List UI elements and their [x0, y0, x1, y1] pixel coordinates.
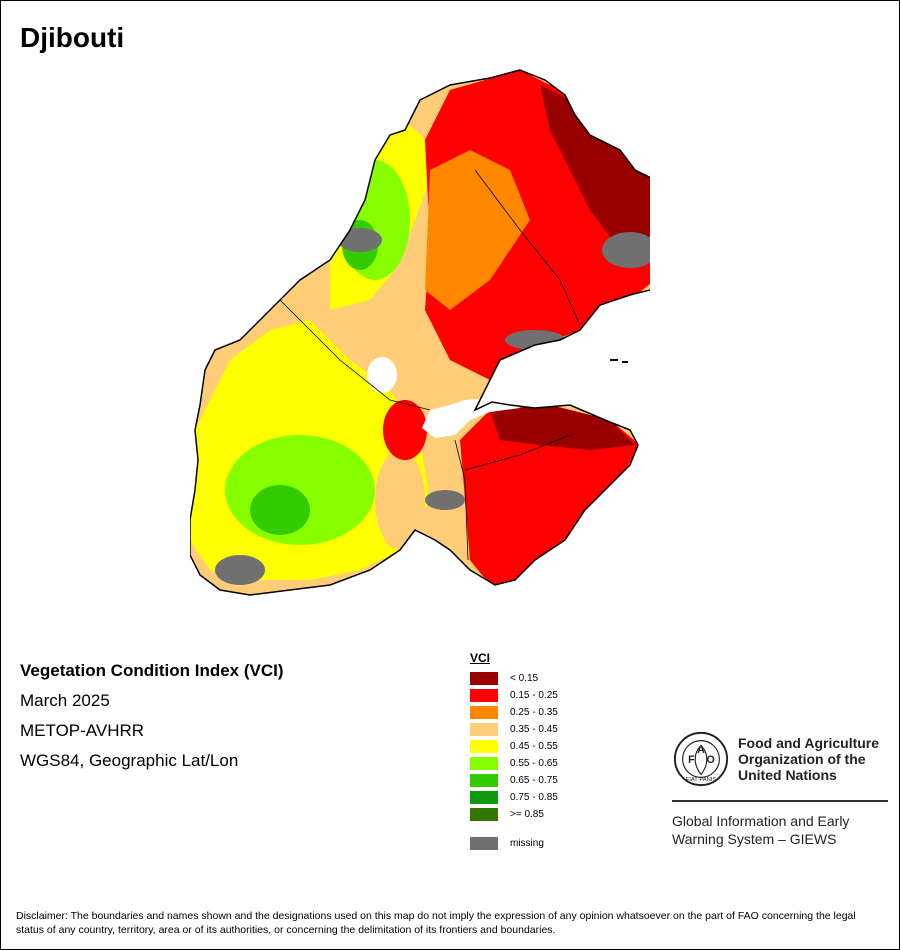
legend-swatch — [470, 757, 498, 770]
vci-zone-southeast-red — [460, 405, 640, 585]
region-boundary-tadjourah — [279, 299, 431, 411]
index-name: Vegetation Condition Index (VCI) — [20, 661, 284, 680]
vci-zone-southeast-dark-red — [490, 405, 635, 450]
giews-line-2: Warning System – GIEWS — [672, 831, 837, 847]
legend-entry: 0.35 - 0.45 — [470, 721, 558, 738]
disclaimer: Disclaimer: The boundaries and names sho… — [16, 910, 856, 936]
legend-entry: >= 0.85 — [470, 806, 558, 823]
vci-zone-central-missing — [425, 490, 465, 510]
legend-swatch — [470, 706, 498, 719]
region-boundary-arta — [464, 434, 571, 471]
logo-letter-f: F — [688, 754, 695, 766]
logo-letter-o: O — [707, 754, 715, 766]
lake-assal — [367, 357, 397, 393]
vci-zone-lake-assal-red — [383, 400, 427, 460]
legend-swatch — [470, 723, 498, 736]
legend-title: VCI — [470, 651, 491, 665]
legend-label: 0.35 - 0.45 — [510, 724, 558, 735]
vci-zone-southwest-missing — [215, 555, 265, 585]
legend-label-missing: missing — [510, 838, 544, 849]
legend-swatch — [470, 808, 498, 821]
map-title: Djibouti — [20, 22, 125, 53]
legend-entry: 0.75 - 0.85 — [470, 789, 558, 806]
legend-entries: < 0.15 0.15 - 0.25 0.25 - 0.35 0.35 - 0.45 0… — [470, 670, 558, 823]
legend-swatch — [470, 774, 498, 787]
projection-info: WGS84, Geographic Lat/Lon — [20, 751, 239, 770]
giews-line-1: Global Information and Early — [672, 813, 850, 829]
org-name-line-3: United Nations — [738, 767, 837, 783]
fao-block: F A O FIAT PANIS Food and Agriculture Or… — [672, 730, 888, 848]
legend-swatch — [470, 689, 498, 702]
legend-label: >= 0.85 — [510, 809, 544, 820]
fao-org-name: Food and Agriculture Organization of the… — [738, 735, 879, 783]
legend-entry: 0.55 - 0.65 — [470, 755, 558, 772]
divider — [672, 800, 888, 802]
logo-seal-text: FIAT PANIS — [686, 777, 717, 783]
org-name-line-1: Food and Agriculture — [738, 735, 880, 751]
map-date: March 2025 — [20, 691, 110, 710]
sensor-name: METOP-AVHRR — [20, 721, 145, 740]
vci-zone-northeast-dark-red — [540, 85, 650, 260]
org-name-line-2: Organization of the — [738, 751, 866, 767]
legend-label: 0.25 - 0.35 — [510, 707, 558, 718]
legend-label: 0.65 - 0.75 — [510, 775, 558, 786]
vci-zone-north-missing — [338, 228, 382, 252]
legend-swatch — [470, 791, 498, 804]
legend-label: 0.55 - 0.65 — [510, 758, 558, 769]
legend: VCI < 0.15 0.15 - 0.25 0.25 - 0.35 0.35 - 0… — [470, 651, 558, 852]
legend-label: 0.15 - 0.25 — [510, 690, 558, 701]
legend-label: < 0.15 — [510, 673, 539, 684]
region-boundary-dikhil — [454, 439, 469, 561]
vci-zone-east-orange — [425, 150, 530, 310]
legend-label: 0.45 - 0.55 — [510, 741, 558, 752]
legend-swatch — [470, 740, 498, 753]
legend-entry: 0.25 - 0.35 — [470, 704, 558, 721]
giews-name: Global Information and Early Warning Sys… — [672, 812, 888, 848]
legend-entry: 0.65 - 0.75 — [470, 772, 558, 789]
logo-letter-a: A — [697, 744, 705, 756]
map-info: Vegetation Condition Index (VCI) March 2… — [20, 656, 284, 776]
vci-zone-central-moderate — [375, 450, 425, 550]
legend-entry-missing: missing — [470, 835, 558, 852]
vci-zone-southwest-dark-green — [250, 485, 310, 535]
legend-entry: 0.15 - 0.25 — [470, 687, 558, 704]
legend-swatch-missing — [470, 837, 498, 850]
legend-label: 0.75 - 0.85 — [510, 792, 558, 803]
gulf-of-tadjourah — [422, 398, 520, 438]
region-boundary-obock — [474, 169, 581, 326]
vci-zone-northeast-missing — [602, 232, 650, 268]
vci-map — [190, 69, 650, 596]
vci-zone-east-missing — [505, 330, 565, 350]
legend-entry: < 0.15 — [470, 670, 558, 687]
fao-logo-seal: F A O FIAT PANIS — [673, 731, 729, 787]
legend-swatch — [470, 672, 498, 685]
legend-entry: 0.45 - 0.55 — [470, 738, 558, 755]
